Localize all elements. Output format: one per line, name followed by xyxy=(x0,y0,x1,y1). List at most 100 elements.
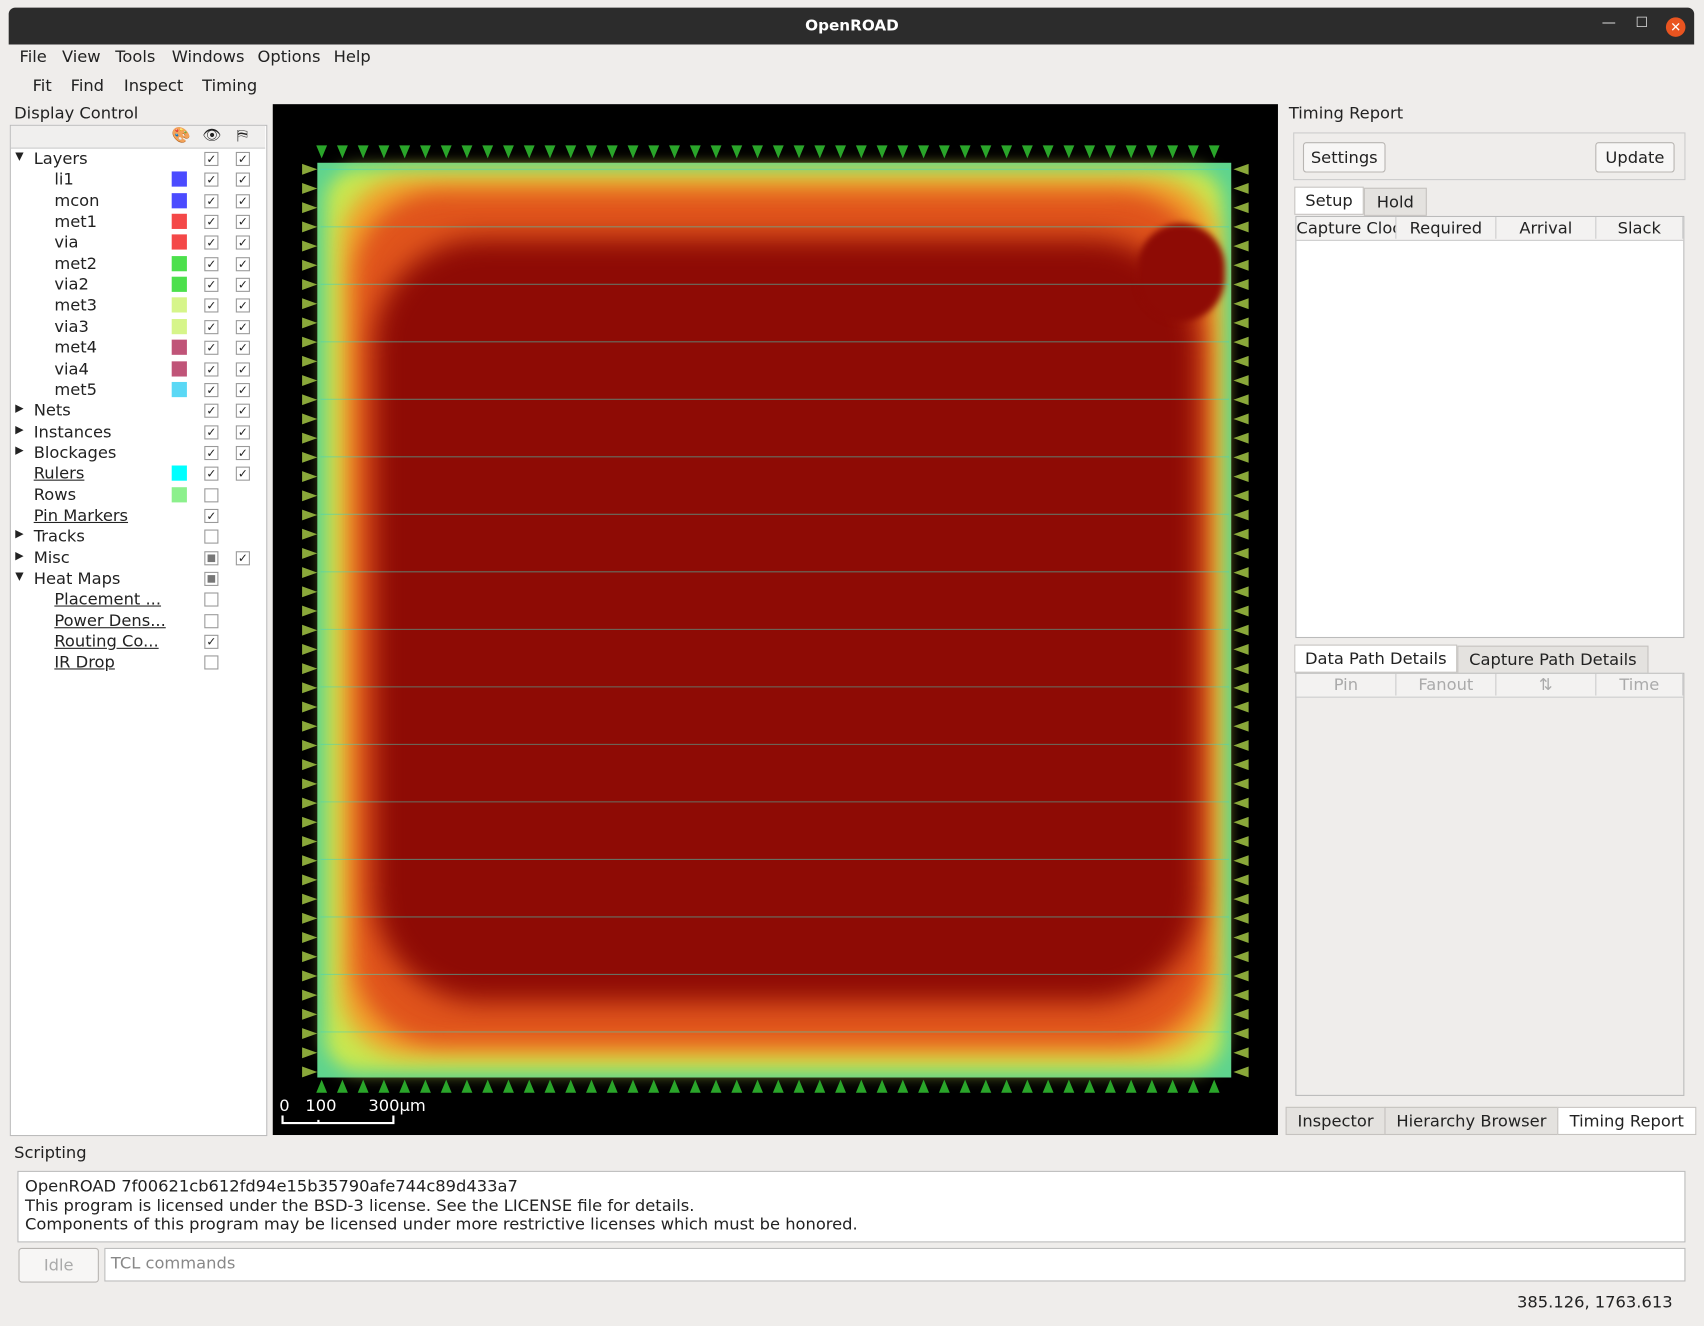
selectable-checkbox[interactable]: ✓ xyxy=(235,298,250,313)
tcl-input[interactable]: TCL commands xyxy=(104,1247,1686,1282)
pin-marker xyxy=(814,1079,826,1093)
visible-checkbox[interactable]: ✓ xyxy=(204,277,219,292)
menu-item[interactable]: Windows xyxy=(171,46,245,67)
menu-item[interactable]: Help xyxy=(333,46,371,67)
menu-item[interactable]: File xyxy=(19,46,47,67)
tree-expander[interactable]: ▶ xyxy=(15,444,24,457)
visible-checkbox[interactable]: ✓ xyxy=(204,445,219,460)
toolbar-button[interactable]: Timing xyxy=(202,75,258,96)
visible-checkbox[interactable]: ✓ xyxy=(204,361,219,376)
pin-marker xyxy=(1233,797,1249,809)
selectable-checkbox[interactable]: ✓ xyxy=(235,214,250,230)
dock-tab[interactable]: Inspector xyxy=(1285,1106,1386,1136)
visible-checkbox[interactable]: ✓ xyxy=(204,256,219,272)
pin-marker xyxy=(1125,145,1137,159)
pin-marker xyxy=(302,759,318,771)
menu-item[interactable]: Tools xyxy=(115,46,156,67)
visible-checkbox[interactable]: ✓ xyxy=(204,235,219,250)
visible-checkbox[interactable]: ✓ xyxy=(204,340,219,355)
settings-button[interactable]: Settings xyxy=(1302,142,1386,173)
tree-label: li1 xyxy=(54,169,74,190)
pin-marker xyxy=(302,740,318,751)
visible-checkbox[interactable] xyxy=(204,613,219,628)
menu-item[interactable]: Options xyxy=(257,46,321,67)
selectable-checkbox[interactable]: ✓ xyxy=(235,403,250,418)
visible-checkbox[interactable]: ✓ xyxy=(204,466,219,481)
selectable-checkbox[interactable]: ✓ xyxy=(235,382,250,397)
tree-expander[interactable]: ▶ xyxy=(15,549,24,562)
capture-path-tab[interactable]: Capture Path Details xyxy=(1457,645,1649,674)
selectable-checkbox[interactable]: ✓ xyxy=(235,445,250,460)
toolbar-button[interactable]: Fit xyxy=(32,75,52,96)
window-maximize[interactable]: ☐ xyxy=(1635,15,1649,32)
column-header[interactable]: Capture Clock xyxy=(1296,217,1397,239)
toolbar-button[interactable]: Inspect xyxy=(123,75,184,96)
pin-marker xyxy=(302,624,318,636)
visible-checkbox[interactable]: ✓ xyxy=(204,424,219,439)
visible-checkbox[interactable]: ✓ xyxy=(204,151,219,167)
setup-tab[interactable]: Setup xyxy=(1294,186,1364,215)
input-placeholder: TCL commands xyxy=(110,1253,236,1273)
pin-marker xyxy=(669,1079,680,1093)
dock-tab[interactable]: Hierarchy Browser xyxy=(1384,1106,1559,1136)
tree-label[interactable]: Routing Co... xyxy=(54,631,159,652)
tree-expander[interactable]: ▶ xyxy=(15,423,24,436)
tree-label[interactable]: IR Drop xyxy=(54,652,115,673)
tree-expander[interactable]: ▼ xyxy=(15,150,24,163)
visible-checkbox[interactable]: ✓ xyxy=(204,634,219,649)
selectable-checkbox[interactable]: ✓ xyxy=(235,151,250,167)
column-header[interactable]: Time xyxy=(1596,673,1684,696)
tree-label[interactable]: Placement ... xyxy=(54,589,162,610)
column-header[interactable]: Fanout xyxy=(1396,673,1497,696)
visible-checkbox[interactable] xyxy=(204,529,219,544)
visible-checkbox[interactable]: ✓ xyxy=(204,214,219,230)
tree-label[interactable]: Power Dens... xyxy=(54,610,166,631)
tree-expander[interactable]: ▶ xyxy=(15,402,24,415)
column-header[interactable]: Pin xyxy=(1296,673,1397,696)
tree-expander[interactable]: ▶ xyxy=(15,528,24,541)
pin-marker xyxy=(1146,145,1158,159)
window-close[interactable]: ✕ xyxy=(1665,17,1686,37)
dock-tab[interactable]: Timing Report xyxy=(1557,1106,1697,1136)
selectable-checkbox[interactable]: ✓ xyxy=(235,193,250,209)
tree-label[interactable]: Rulers xyxy=(33,463,85,484)
visible-checkbox[interactable]: ✓ xyxy=(204,403,219,418)
selectable-checkbox[interactable]: ✓ xyxy=(235,319,250,334)
column-header[interactable]: ⇅ xyxy=(1496,673,1597,696)
visible-checkbox[interactable]: ✓ xyxy=(204,382,219,397)
visible-checkbox[interactable]: ✓ xyxy=(204,172,219,188)
visible-checkbox[interactable] xyxy=(204,571,219,586)
tree-expander[interactable]: ▼ xyxy=(15,570,24,583)
column-header[interactable]: Arrival xyxy=(1496,217,1597,239)
menu-item[interactable]: View xyxy=(61,46,101,67)
selectable-checkbox[interactable]: ✓ xyxy=(235,235,250,250)
selectable-checkbox[interactable]: ✓ xyxy=(235,424,250,439)
visible-checkbox[interactable] xyxy=(204,550,219,565)
pin-marker xyxy=(648,1079,660,1093)
visible-checkbox[interactable]: ✓ xyxy=(204,319,219,334)
update-button[interactable]: Update xyxy=(1595,142,1675,173)
hold-tab[interactable]: Hold xyxy=(1363,187,1427,216)
layout-view[interactable]: 0 100 300µm xyxy=(272,104,1278,1136)
visible-checkbox[interactable]: ✓ xyxy=(204,193,219,209)
column-header[interactable]: Slack xyxy=(1596,217,1684,239)
visible-checkbox[interactable] xyxy=(204,592,219,607)
selectable-checkbox[interactable]: ✓ xyxy=(235,361,250,376)
visible-checkbox[interactable] xyxy=(204,487,219,502)
selectable-checkbox[interactable]: ✓ xyxy=(235,172,250,188)
visible-checkbox[interactable] xyxy=(204,655,219,670)
selectable-checkbox[interactable]: ✓ xyxy=(235,277,250,292)
toolbar-button[interactable]: Find xyxy=(70,75,105,96)
selectable-checkbox[interactable]: ✓ xyxy=(235,550,250,565)
tree-label[interactable]: Pin Markers xyxy=(33,505,129,526)
window-minimize[interactable]: — xyxy=(1601,15,1616,32)
pin-marker xyxy=(1042,1079,1054,1093)
visible-checkbox[interactable]: ✓ xyxy=(204,508,219,523)
column-header[interactable]: Required xyxy=(1396,217,1497,239)
selectable-checkbox[interactable]: ✓ xyxy=(235,466,250,481)
selectable-checkbox[interactable]: ✓ xyxy=(235,256,250,272)
visible-checkbox[interactable]: ✓ xyxy=(204,298,219,313)
data-path-tab[interactable]: Data Path Details xyxy=(1294,644,1458,673)
pin-marker xyxy=(302,797,318,809)
selectable-checkbox[interactable]: ✓ xyxy=(235,340,250,355)
